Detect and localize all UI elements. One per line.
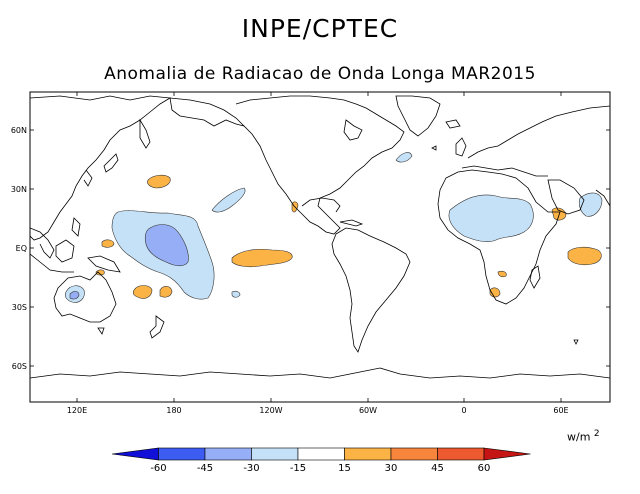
colorbar-segment xyxy=(297,447,345,461)
lon-axis xyxy=(76,92,562,402)
colorbar-segment xyxy=(437,447,485,461)
colorbar-tick-label: 15 xyxy=(338,463,351,474)
colorbar-tick-label: 60 xyxy=(478,463,491,474)
colorbar-tick-label: 45 xyxy=(431,463,444,474)
chart-subtitle: Anomalia de Radiacao de Onda Longa MAR20… xyxy=(104,64,536,84)
chart-title: INPE/CPTEC xyxy=(241,14,399,43)
neg-anomaly-africa xyxy=(448,194,534,242)
colorbar-tick-label: -45 xyxy=(197,463,213,474)
neg-anomaly-core xyxy=(144,224,189,267)
coastlines xyxy=(30,95,610,379)
lon-label-120w: 120W xyxy=(259,406,282,415)
neg-anomaly-arabia xyxy=(578,192,603,217)
colorbar-tick-label: -60 xyxy=(150,463,166,474)
colorbar-segment xyxy=(483,447,531,461)
pos-anomaly-east-africa xyxy=(497,270,507,278)
neg-anomaly-australia-core xyxy=(69,291,80,300)
neg-anomaly-atlantic xyxy=(395,152,413,163)
units-base: w/m xyxy=(567,430,591,444)
pos-anomaly-coral-sea xyxy=(132,285,153,299)
pos-anomaly-png xyxy=(95,269,105,276)
anomaly-shading xyxy=(64,152,603,303)
lat-label-30s: 30S xyxy=(12,303,27,312)
colorbar-segment xyxy=(111,447,159,461)
lat-axis xyxy=(30,129,610,367)
colorbar-segment xyxy=(204,447,252,461)
colorbar-tick-label: -15 xyxy=(290,463,306,474)
pos-anomaly-east-pacific xyxy=(231,248,293,268)
colorbar-segment xyxy=(390,447,438,461)
lon-label-0: 0 xyxy=(461,406,466,415)
colorbar: -60 -45 -30 -15 15 30 45 60 xyxy=(111,447,531,474)
lon-label-120e: 120E xyxy=(67,406,87,415)
lat-label-60n: 60N xyxy=(11,126,27,135)
map-border xyxy=(29,91,611,403)
lat-label-30n: 30N xyxy=(11,185,27,194)
lon-label-60e: 60E xyxy=(553,406,568,415)
lat-label-eq: EQ xyxy=(16,244,27,253)
pos-anomaly-indonesia xyxy=(101,239,115,248)
units-label: w/m 2 xyxy=(567,429,600,444)
pos-anomaly-north-pacific xyxy=(147,174,171,189)
units-exponent: 2 xyxy=(593,429,600,439)
colorbar-segment xyxy=(158,447,206,461)
lat-label-60s: 60S xyxy=(12,362,27,371)
pos-anomaly-indian-ocean xyxy=(567,246,602,266)
pos-anomaly-sw-pacific xyxy=(159,286,173,298)
map-frame xyxy=(30,92,610,402)
colorbar-tick-label: -30 xyxy=(243,463,259,474)
colorbar-segment xyxy=(344,447,392,461)
neg-anomaly-south-pacific xyxy=(231,290,241,298)
lon-label-60w: 60W xyxy=(359,406,377,415)
lon-label-180: 180 xyxy=(166,406,181,415)
colorbar-tick-label: 30 xyxy=(385,463,398,474)
colorbar-segment xyxy=(251,447,299,461)
neg-anomaly-hawaii xyxy=(211,187,246,213)
